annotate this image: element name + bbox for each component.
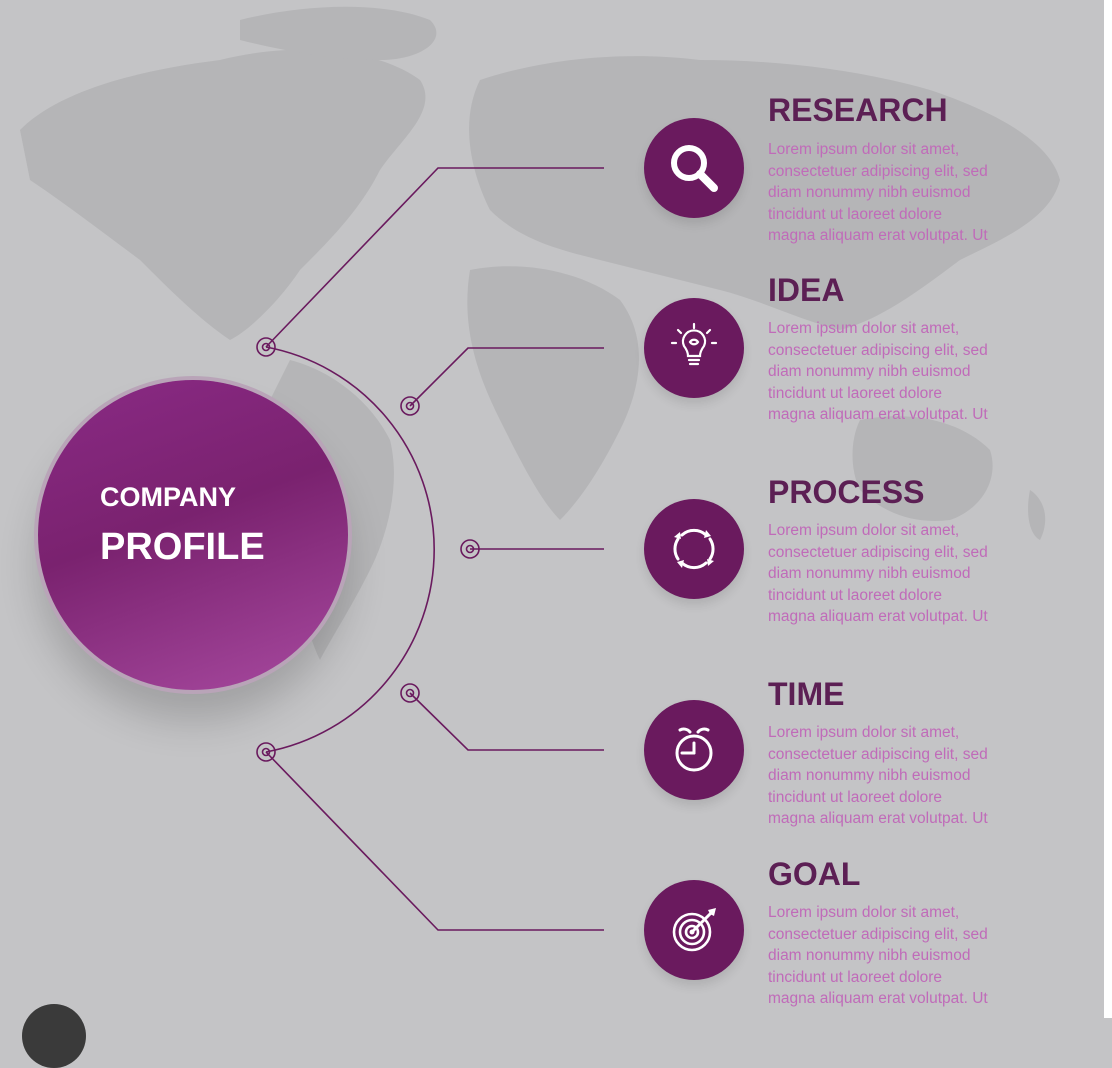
step-title-process: PROCESS <box>768 474 925 510</box>
node-process <box>460 539 480 559</box>
center-label-bottom: PROFILE <box>100 526 265 568</box>
lightbulb-icon <box>670 322 718 366</box>
connector-time <box>409 692 604 751</box>
node-research <box>256 337 276 357</box>
goal-icon-badge <box>644 880 744 980</box>
step-desc-process: Lorem ipsum dolor sit amet, consectetuer … <box>768 522 988 625</box>
cycle-arrows-icon <box>673 528 715 570</box>
node-time <box>400 683 420 703</box>
connector-lines <box>256 167 604 931</box>
step-title-idea: IDEA <box>768 272 845 308</box>
idea-icon-badge <box>644 298 744 398</box>
process-icon-badge <box>644 499 744 599</box>
node-idea <box>400 396 420 416</box>
company-profile-circle <box>38 380 348 690</box>
research-icon-badge <box>644 118 744 218</box>
step-desc-time: Lorem ipsum dolor sit amet, consectetuer … <box>768 724 988 827</box>
infographic-canvas: COMPANY PROFILE RESEARCH Lorem ipsum dol… <box>20 0 1112 1068</box>
step-title-research: RESEARCH <box>768 92 948 128</box>
alarm-clock-icon <box>675 727 713 772</box>
step-desc-goal: Lorem ipsum dolor sit amet, consectetuer … <box>768 904 988 1007</box>
corner-badge <box>22 1004 86 1068</box>
right-edge-strip <box>1104 0 1112 1018</box>
target-icon <box>672 908 716 952</box>
arc-connector <box>265 346 435 753</box>
search-icon <box>671 145 718 192</box>
center-label-top: COMPANY <box>100 482 237 512</box>
step-title-time: TIME <box>768 676 845 712</box>
connector-goal <box>265 751 604 931</box>
time-icon-badge <box>644 700 744 800</box>
node-goal <box>256 742 276 762</box>
connector-idea <box>409 347 604 407</box>
connector-research <box>265 167 604 348</box>
step-title-goal: GOAL <box>768 856 861 892</box>
step-desc-research: Lorem ipsum dolor sit amet, consectetuer … <box>768 141 988 244</box>
step-desc-idea: Lorem ipsum dolor sit amet, consectetuer … <box>768 320 988 423</box>
